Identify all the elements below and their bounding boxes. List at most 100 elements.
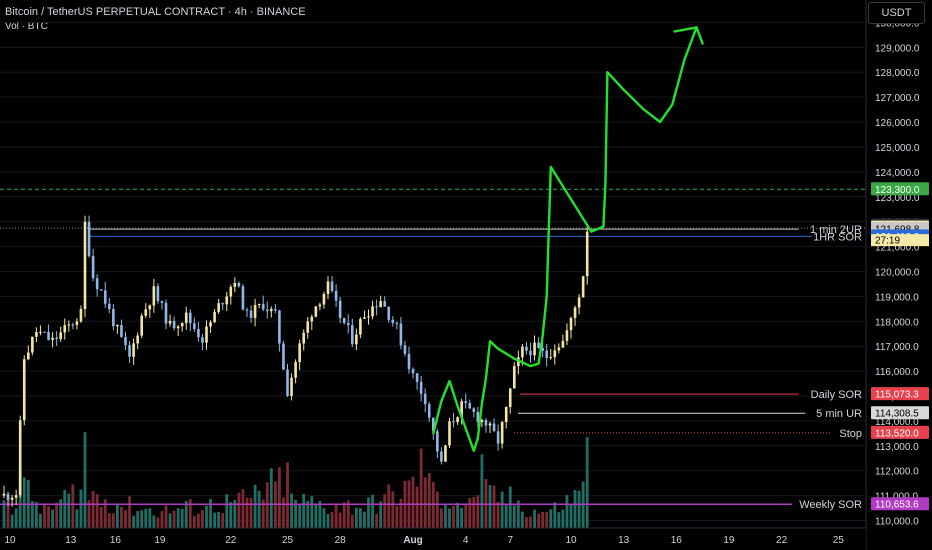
volume-bar	[286, 462, 289, 528]
volume-bar	[87, 500, 91, 528]
candle-body	[508, 388, 512, 408]
candle-body	[176, 326, 180, 329]
currency-button[interactable]: USDT	[868, 2, 925, 24]
candle-body	[43, 331, 46, 333]
volume-bar	[529, 516, 532, 528]
volume-bar	[367, 497, 370, 528]
volume-bar	[47, 506, 50, 528]
candle-body	[338, 300, 342, 319]
volume-bar	[545, 511, 549, 528]
candle-body	[419, 381, 423, 394]
candle-body	[156, 286, 160, 302]
candle-body	[342, 318, 346, 323]
price-axis[interactable]: 110,000.0 111,000.0 112,000.0 113,000.0 114,…	[865, 0, 932, 550]
candle-body	[136, 335, 139, 344]
candle-body	[423, 393, 427, 405]
candle-body	[351, 325, 354, 345]
y-tick-label: 126,000.0	[875, 118, 920, 129]
candle-body	[557, 347, 561, 351]
volume-bar	[79, 489, 83, 528]
volume-bar	[278, 467, 281, 528]
volume-bar	[30, 500, 34, 528]
price-tag-label: 113,520.0	[875, 428, 919, 439]
y-tick-label: 120,000.0	[875, 267, 920, 278]
y-tick-label: 116,000.0	[875, 367, 919, 378]
volume-bar	[233, 499, 237, 528]
volume-bar	[229, 502, 233, 528]
y-tick-label: 128,000.0	[875, 68, 920, 79]
price-tag	[871, 182, 929, 196]
volume-bar	[444, 504, 447, 528]
volume-bar	[557, 512, 561, 528]
candle-body	[116, 325, 119, 327]
volume-bar	[140, 510, 144, 528]
candle-body	[310, 316, 314, 322]
x-tick-label: 28	[335, 535, 347, 546]
candle-body	[274, 309, 277, 311]
grid-lines	[0, 21, 866, 522]
countdown-label: 27:19	[875, 236, 900, 247]
volume-bar	[354, 507, 358, 528]
projection-arrowhead	[673, 26, 704, 45]
x-tick-label: 16	[671, 535, 683, 546]
x-tick-label: 13	[618, 535, 630, 546]
volume-bar	[10, 514, 14, 528]
volume-bar	[338, 512, 342, 528]
candle-body	[193, 323, 196, 329]
candle-body	[346, 322, 350, 326]
x-tick-label: 16	[110, 535, 122, 546]
candle-body	[322, 293, 326, 305]
volume-bar	[249, 498, 253, 528]
volume-bar	[128, 496, 131, 528]
volume-bar	[261, 499, 265, 528]
volume-bar	[184, 500, 188, 528]
volume-bar	[290, 493, 293, 528]
volume-bar	[456, 502, 459, 528]
candle-body	[47, 332, 50, 340]
candle-body	[233, 282, 237, 287]
candle-body	[537, 342, 540, 349]
level-label: Stop	[839, 428, 862, 440]
volume-bar	[326, 514, 330, 528]
volume-bar	[395, 505, 399, 528]
candle-body	[6, 493, 10, 500]
candle-body	[108, 303, 111, 310]
volume-bar	[553, 502, 557, 528]
level-label: 5 min UR	[816, 408, 862, 420]
x-tick-label: 19	[723, 535, 735, 546]
candle-body	[164, 302, 168, 324]
volume-bar	[573, 489, 577, 528]
volume-bar	[205, 505, 208, 528]
volume-bar	[221, 513, 225, 528]
y-tick-label: 114,000.0	[875, 417, 919, 428]
time-axis[interactable]: 10 13 16 19 22 25 28 Aug 4 7 10 13 16 19 22 25	[0, 527, 866, 550]
volume-bar	[294, 499, 297, 528]
price-tag	[871, 497, 929, 511]
volume-bar	[525, 517, 528, 528]
x-tick-label: 25	[282, 535, 294, 546]
x-tick-label: 13	[65, 535, 77, 546]
volume-bar	[440, 508, 443, 528]
volume-bar	[51, 509, 54, 528]
candle-body	[189, 312, 192, 324]
volume-bar	[197, 513, 200, 528]
candle-body	[180, 322, 184, 327]
volume-bar	[500, 491, 504, 528]
volume-bar	[549, 509, 553, 528]
candle-body	[270, 309, 273, 312]
candle-body	[460, 401, 463, 418]
y-tick-label: 124,000.0	[875, 168, 920, 179]
candle-body	[355, 334, 358, 345]
volume-bar	[192, 515, 196, 528]
candle-body	[152, 286, 156, 306]
candle-body	[160, 301, 164, 303]
candle-body	[484, 419, 488, 426]
candle-body	[63, 325, 67, 333]
candle-body	[27, 352, 30, 360]
volume-bar	[217, 511, 221, 528]
volume-bar	[411, 476, 415, 528]
volume-bar	[71, 484, 75, 528]
volume-bar	[460, 507, 464, 528]
